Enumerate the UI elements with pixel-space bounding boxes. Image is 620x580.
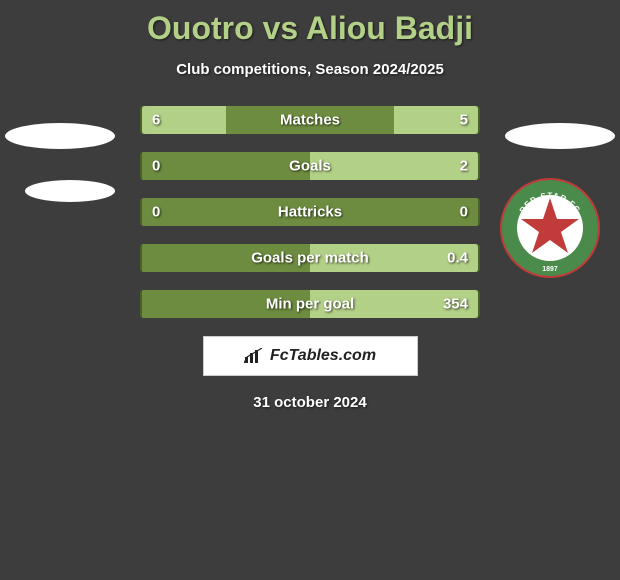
stat-value-right: 2	[460, 158, 468, 175]
stat-value-right: 5	[460, 112, 468, 129]
stat-row: 6 5 Matches	[140, 106, 480, 134]
stat-label: Min per goal	[266, 296, 354, 313]
comparison-chart: 6 5 Matches 0 2 Goals 0 0 Hattricks 0.4 Goals per …	[0, 106, 620, 318]
bar-chart-icon	[244, 348, 264, 364]
stat-value-right: 0.4	[447, 250, 468, 267]
stat-value-left: 0	[152, 158, 160, 175]
stat-row: 354 Min per goal	[140, 290, 480, 318]
stat-row: 0 0 Hattricks	[140, 198, 480, 226]
stat-value-left: 6	[152, 112, 160, 129]
stat-label: Matches	[280, 112, 340, 129]
stat-value-left: 0	[152, 204, 160, 221]
stat-label: Goals per match	[251, 250, 369, 267]
stat-label: Goals	[289, 158, 331, 175]
brand-text: FcTables.com	[270, 347, 376, 365]
stat-value-right: 0	[460, 204, 468, 221]
stat-label: Hattricks	[278, 204, 342, 221]
page-subtitle: Club competitions, Season 2024/2025	[0, 61, 620, 78]
stat-bar-right	[310, 152, 478, 180]
stat-row: 0.4 Goals per match	[140, 244, 480, 272]
stat-row: 0 2 Goals	[140, 152, 480, 180]
brand-badge[interactable]: FcTables.com	[203, 336, 418, 376]
date-line: 31 october 2024	[0, 394, 620, 411]
stat-value-right: 354	[443, 296, 468, 313]
page-title: Ouotro vs Aliou Badji	[0, 0, 620, 47]
